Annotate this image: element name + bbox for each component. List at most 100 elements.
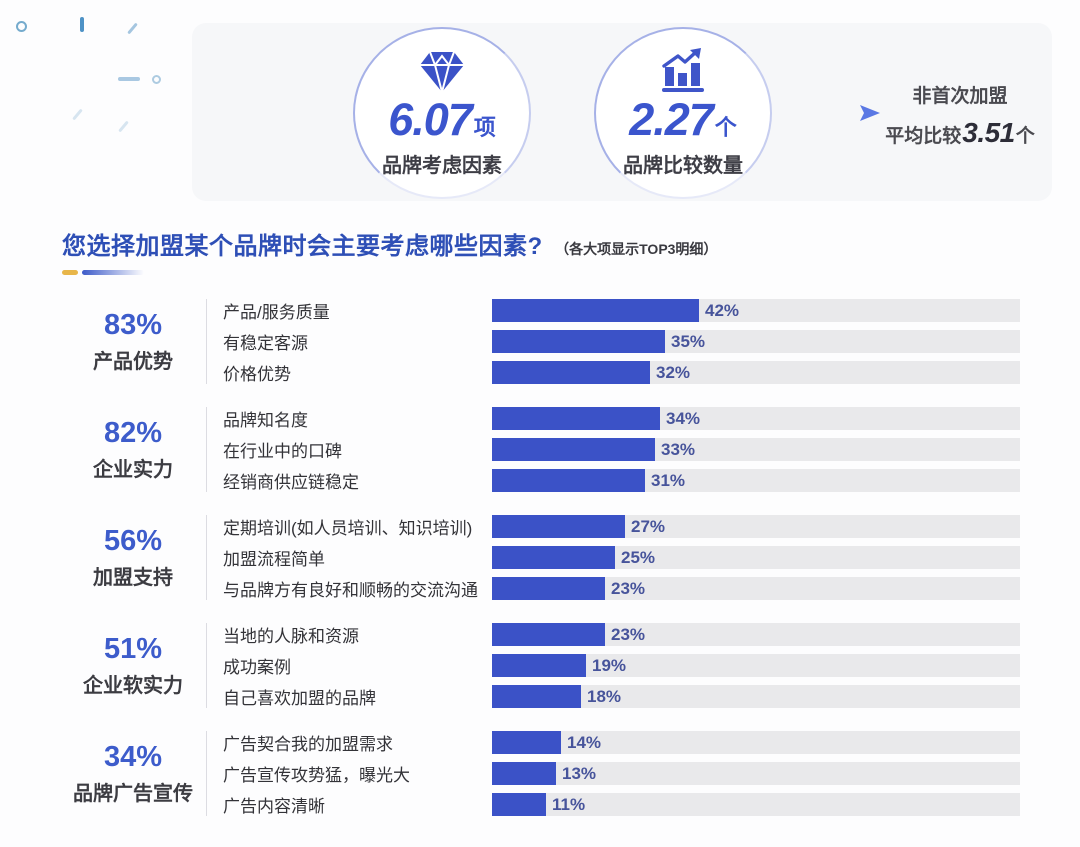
bar-label: 定期培训(如人员培训、知识培训): [223, 519, 473, 538]
bar-value-label: 32%: [656, 363, 691, 382]
group-items: 品牌知名度 34% 在行业中的口碑 33% 经销商供应链稳定 31%: [206, 407, 1020, 492]
bar-fill: [492, 407, 660, 430]
bar-row: 加盟流程简单 25%: [223, 546, 1020, 569]
banner-note-line2: 平均比较3.51个: [885, 117, 1035, 149]
bar-row: 广告宣传攻势猛，曝光大 13%: [223, 762, 1020, 785]
bar-value-label: 23%: [611, 625, 646, 644]
bar-value-label: 11%: [552, 795, 586, 814]
deco-dash-icon: [118, 77, 140, 81]
underline-gold-dash: [62, 270, 78, 275]
bar-row: 广告契合我的加盟需求 14%: [223, 731, 1020, 754]
bar-value-label: 31%: [651, 471, 686, 490]
bar-value-label: 42%: [705, 301, 740, 320]
group-summary: 51% 企业软实力: [60, 633, 206, 698]
bar-label: 广告契合我的加盟需求: [223, 735, 393, 754]
stat-badge-consider-factors: 6.07项 品牌考虑因素: [353, 27, 531, 199]
bar-label: 自己喜欢加盟的品牌: [223, 689, 376, 708]
bar-row: 当地的人脉和资源 23%: [223, 623, 1020, 646]
bar-track: 19%: [492, 654, 1020, 677]
bar-value-label: 34%: [666, 409, 701, 428]
stat-value: 6.07项: [388, 93, 496, 145]
bar-track: 31%: [492, 469, 1020, 492]
bar-value-label: 25%: [621, 548, 656, 567]
bar-track: 14%: [492, 731, 1020, 754]
bar-label: 加盟流程简单: [223, 550, 325, 569]
bar-fill: [492, 515, 625, 538]
bar-fill: [492, 762, 556, 785]
bar-track: 33%: [492, 438, 1020, 461]
bar-track: 25%: [492, 546, 1020, 569]
deco-bar-icon: [80, 17, 84, 32]
bar-track: 11%: [492, 793, 1020, 816]
group-name: 产品优势: [93, 351, 173, 374]
bar-fill: [492, 577, 605, 600]
deco-slash-icon: [127, 22, 138, 35]
page-title: 您选择加盟某个品牌时会主要考虑哪些因素?: [62, 233, 543, 260]
group-name: 企业实力: [93, 459, 173, 482]
bar-value-label: 13%: [562, 764, 597, 783]
group-row: 34% 品牌广告宣传 广告契合我的加盟需求 14% 广告宣传攻势猛，曝光大 13% 广告内容…: [60, 731, 1020, 816]
bar-track: 27%: [492, 515, 1020, 538]
bar-row: 与品牌方有良好和顺畅的交流沟通 23%: [223, 577, 1020, 600]
underline-blue-dash: [82, 270, 144, 275]
group-percent: 51%: [103, 632, 163, 665]
bar-value-label: 23%: [611, 579, 646, 598]
bar-track: 35%: [492, 330, 1020, 353]
bar-track: 32%: [492, 361, 1020, 384]
bar-row: 品牌知名度 34%: [223, 407, 1020, 430]
bar-fill: [492, 654, 586, 677]
group-items: 定期培训(如人员培训、知识培训) 27% 加盟流程简单 25% 与品牌方有良好和顺畅的交…: [206, 515, 1020, 600]
deco-slash-icon: [118, 120, 129, 133]
bar-fill: [492, 685, 581, 708]
group-row: 56% 加盟支持 定期培训(如人员培训、知识培训) 27% 加盟流程简单 25% 与品牌方有…: [60, 515, 1020, 600]
bar-row: 有稳定客源 35%: [223, 330, 1020, 353]
group-row: 83% 产品优势 产品/服务质量 42% 有稳定客源 35% 价格优势 32%: [60, 299, 1020, 384]
group-name: 品牌广告宣传: [73, 783, 193, 806]
group-summary: 56% 加盟支持: [60, 525, 206, 590]
stat-label: 品牌比较数量: [623, 155, 743, 178]
bar-row: 自己喜欢加盟的品牌 18%: [223, 685, 1020, 708]
bar-track: 13%: [492, 762, 1020, 785]
deco-slash-icon: [72, 108, 83, 121]
bar-label: 当地的人脉和资源: [223, 627, 359, 646]
title-underline: [62, 270, 1022, 275]
bar-fill: [492, 299, 699, 322]
group-summary: 82% 企业实力: [60, 417, 206, 482]
banner-note: 非首次加盟 平均比较3.51个: [880, 82, 1040, 155]
deco-circle-icon: [152, 75, 161, 84]
bar-track: 18%: [492, 685, 1020, 708]
group-name: 企业软实力: [83, 675, 183, 698]
deco-circle-icon: [16, 21, 27, 32]
bar-value-label: 18%: [587, 687, 622, 706]
group-percent: 56%: [103, 524, 163, 557]
bar-row: 成功案例 19%: [223, 654, 1020, 677]
group-summary: 83% 产品优势: [60, 309, 206, 374]
bar-track: 42%: [492, 299, 1020, 322]
bar-fill: [492, 469, 645, 492]
bar-fill: [492, 546, 615, 569]
bar-fill: [492, 330, 665, 353]
bar-track: 23%: [492, 623, 1020, 646]
banner-note-line1: 非首次加盟: [912, 86, 1008, 107]
bar-value-label: 27%: [631, 517, 666, 536]
bar-row: 经销商供应链稳定 31%: [223, 469, 1020, 492]
bar-value-label: 35%: [671, 332, 706, 351]
bar-row: 产品/服务质量 42%: [223, 299, 1020, 322]
bar-track: 34%: [492, 407, 1020, 430]
group-row: 82% 企业实力 品牌知名度 34% 在行业中的口碑 33% 经销商供应链稳定 31%: [60, 407, 1020, 492]
bar-value-label: 33%: [661, 440, 696, 459]
bar-fill: [492, 731, 561, 754]
group-percent: 83%: [103, 308, 163, 341]
group-summary: 34% 品牌广告宣传: [60, 741, 206, 806]
stat-label: 品牌考虑因素: [382, 155, 502, 178]
bar-label: 成功案例: [223, 658, 291, 677]
arrow-right-icon: [798, 100, 882, 131]
bar-row: 在行业中的口碑 33%: [223, 438, 1020, 461]
diamond-icon: [417, 48, 467, 94]
bar-fill: [492, 361, 650, 384]
bar-label: 在行业中的口碑: [223, 442, 342, 461]
bar-value-label: 14%: [567, 733, 602, 752]
bar-label: 有稳定客源: [223, 334, 308, 353]
stat-value: 2.27个: [629, 93, 737, 145]
